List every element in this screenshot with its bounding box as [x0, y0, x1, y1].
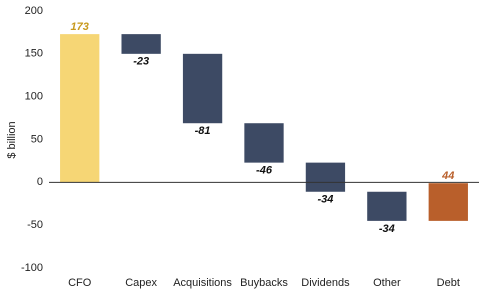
x-tick-label: CFO [68, 277, 92, 289]
y-axis-label: $ billion [6, 121, 18, 158]
x-tick-label: Other [373, 277, 401, 289]
value-label: -81 [195, 125, 211, 137]
x-tick-label: Dividends [301, 277, 350, 289]
y-tick-label: 0 [37, 176, 43, 188]
value-label: 173 [71, 21, 89, 33]
value-label: -46 [256, 165, 273, 177]
x-tick-label: Acquisitions [173, 277, 232, 289]
value-label: -34 [379, 223, 395, 235]
y-tick-label: -50 [27, 219, 43, 231]
bar [60, 34, 100, 183]
bar [367, 191, 407, 221]
value-label: 44 [441, 170, 454, 182]
value-label: -34 [317, 194, 333, 206]
bar [244, 123, 284, 163]
x-tick-label: Debt [437, 277, 460, 289]
bar [121, 34, 161, 54]
x-tick-label: Buybacks [240, 277, 288, 289]
bar [182, 53, 223, 124]
y-tick-label: 100 [25, 91, 43, 103]
bar [305, 162, 346, 192]
x-tick-label: Capex [125, 277, 157, 289]
y-tick-label: 150 [25, 48, 43, 60]
y-tick-label: 50 [31, 133, 43, 145]
y-tick-label: 200 [25, 5, 43, 17]
value-label: -23 [133, 56, 149, 68]
y-tick-label: -100 [21, 262, 43, 274]
bar [428, 183, 468, 221]
